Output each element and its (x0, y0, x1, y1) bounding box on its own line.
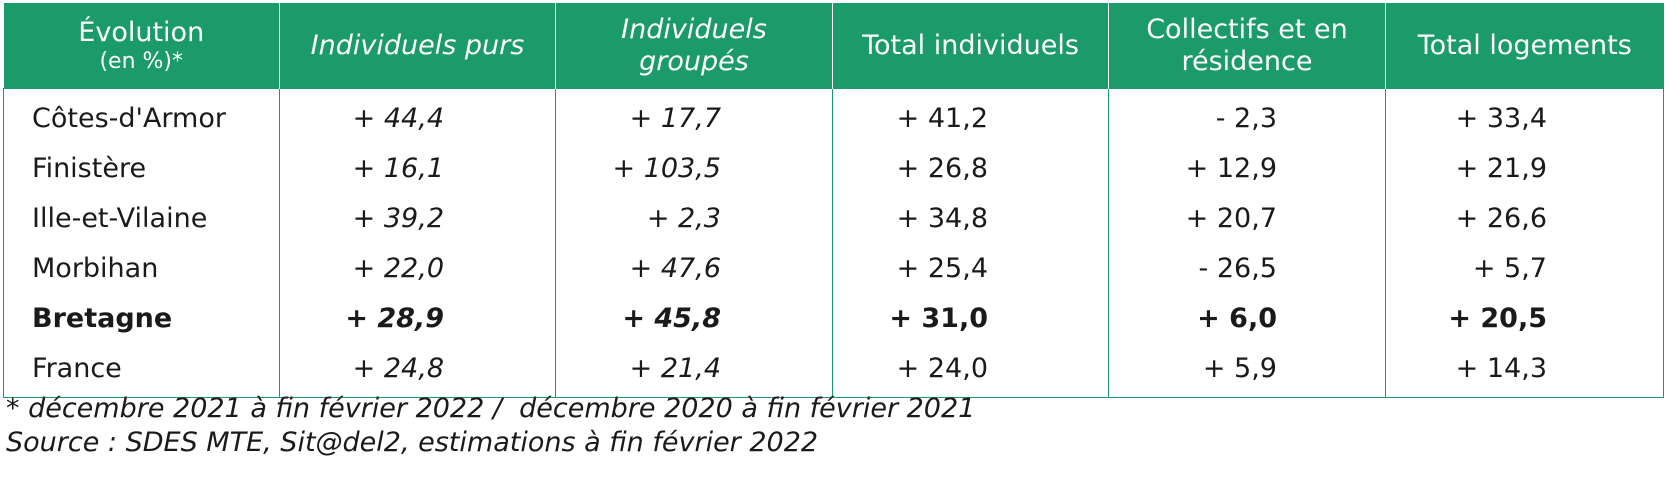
header-evolution-label: Évolution (78, 16, 205, 48)
total-logements-cell: + 5,7 (1385, 243, 1664, 293)
table-row: France + 24,8 + 21,4 + 24,0 + 5,9 + 14,3 (4, 343, 1664, 398)
header-collectifs-line2: résidence (1181, 45, 1313, 77)
total-individuels-cell: + 31,0 (832, 293, 1109, 343)
individuels-groupes-cell: + 45,8 (555, 293, 833, 343)
header-total-logements: Total logements (1385, 3, 1664, 89)
collectifs-cell: + 5,9 (1108, 343, 1386, 398)
individuels-purs-cell: + 16,1 (279, 143, 556, 193)
total-logements-cell: + 14,3 (1385, 343, 1664, 398)
region-cell: Finistère (32, 152, 147, 184)
table-row: Finistère + 16,1 + 103,5 + 26,8 + 12,9 +… (4, 143, 1664, 193)
header-individuels-groupes-line2: groupés (639, 45, 749, 77)
region-cell: Ille-et-Vilaine (32, 202, 208, 234)
footnotes: * décembre 2021 à fin février 2022 / déc… (6, 392, 975, 460)
total-logements-cell: + 33,4 (1385, 88, 1664, 143)
housing-evolution-table: Évolution (en %)* Individuels purs Indiv… (3, 3, 1664, 398)
total-individuels-cell: + 34,8 (832, 193, 1109, 243)
individuels-groupes-cell: + 47,6 (555, 243, 833, 293)
table-header: Évolution (en %)* Individuels purs Indiv… (3, 3, 1664, 89)
header-individuels-purs: Individuels purs (279, 3, 556, 89)
individuels-purs-cell: + 24,8 (279, 343, 556, 398)
collectifs-cell: - 26,5 (1108, 243, 1386, 293)
table-row: Côtes-d'Armor + 44,4 + 17,7 + 41,2 - 2,3… (4, 88, 1664, 143)
table-row-total-bretagne: Bretagne + 28,9 + 45,8 + 31,0 + 6,0 + 20… (4, 293, 1664, 343)
total-logements-cell: + 26,6 (1385, 193, 1664, 243)
period-footnote: * décembre 2021 à fin février 2022 / déc… (6, 393, 976, 424)
header-row: Évolution (en %)* Individuels purs Indiv… (3, 3, 1664, 89)
table-body: Côtes-d'Armor + 44,4 + 17,7 + 41,2 - 2,3… (3, 88, 1664, 398)
housing-evolution-table-container: Évolution (en %)* Individuels purs Indiv… (3, 3, 1664, 398)
total-individuels-cell: + 25,4 (832, 243, 1109, 293)
header-evolution-unit: (en %)* (99, 48, 184, 74)
source-footnote: Source : SDES MTE, Sit@del2, estimations… (6, 427, 819, 458)
total-logements-cell: + 21,9 (1385, 143, 1664, 193)
individuels-purs-cell: + 28,9 (279, 293, 556, 343)
header-total-individuels: Total individuels (832, 3, 1109, 89)
table-row: Ille-et-Vilaine + 39,2 + 2,3 + 34,8 + 20… (4, 193, 1664, 243)
header-collectifs-line1: Collectifs et en (1146, 13, 1348, 45)
individuels-purs-cell: + 22,0 (279, 243, 556, 293)
collectifs-cell: - 2,3 (1108, 88, 1386, 143)
header-individuels-groupes: Individuels groupés (555, 3, 833, 89)
table-row: Morbihan + 22,0 + 47,6 + 25,4 - 26,5 + 5… (4, 243, 1664, 293)
header-collectifs: Collectifs et en résidence (1108, 3, 1386, 89)
individuels-purs-cell: + 44,4 (279, 88, 556, 143)
collectifs-cell: + 6,0 (1108, 293, 1386, 343)
collectifs-cell: + 12,9 (1108, 143, 1386, 193)
region-cell: Côtes-d'Armor (32, 102, 226, 134)
total-logements-cell: + 20,5 (1385, 293, 1664, 343)
individuels-purs-cell: + 39,2 (279, 193, 556, 243)
total-individuels-cell: + 26,8 (832, 143, 1109, 193)
total-individuels-cell: + 24,0 (832, 343, 1109, 398)
individuels-groupes-cell: + 2,3 (555, 193, 833, 243)
collectifs-cell: + 20,7 (1108, 193, 1386, 243)
total-individuels-cell: + 41,2 (832, 88, 1109, 143)
region-cell: Morbihan (32, 252, 159, 284)
individuels-groupes-cell: + 17,7 (555, 88, 833, 143)
individuels-groupes-cell: + 103,5 (555, 143, 833, 193)
header-individuels-groupes-line1: Individuels (621, 13, 767, 45)
region-cell: France (32, 352, 122, 384)
header-evolution: Évolution (en %)* (3, 3, 280, 89)
region-cell: Bretagne (32, 302, 173, 334)
individuels-groupes-cell: + 21,4 (555, 343, 833, 398)
